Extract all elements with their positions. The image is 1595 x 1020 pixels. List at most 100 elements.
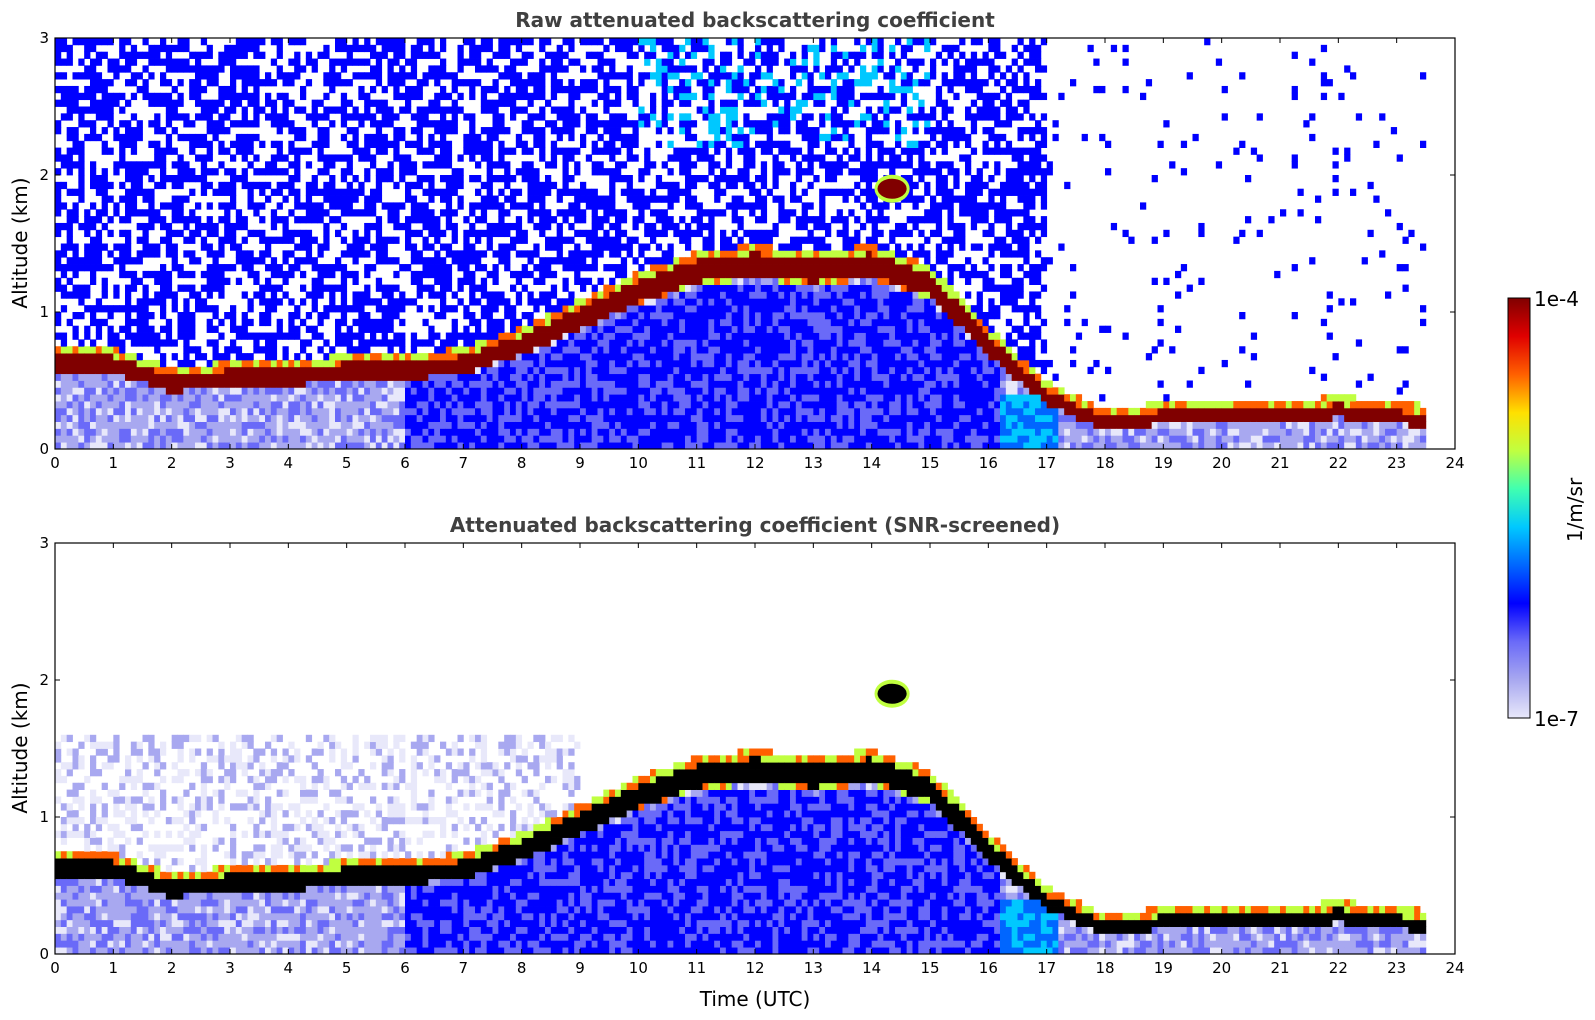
heatmap-cell [644, 277, 651, 285]
heatmap-cell [609, 353, 616, 361]
heatmap-cell [609, 154, 616, 162]
heatmap-cell [603, 92, 610, 101]
heatmap-cell [556, 339, 563, 347]
heatmap-cell [679, 236, 686, 244]
heatmap-cell [95, 229, 103, 238]
heatmap-cell [620, 72, 628, 80]
heatmap-cell [259, 435, 266, 443]
heatmap-cell [457, 65, 464, 73]
heatmap-cell [737, 373, 744, 381]
heatmap-cell [177, 65, 184, 73]
heatmap-cell [615, 209, 622, 217]
heatmap-cell [743, 277, 750, 285]
heatmap-cell [620, 38, 628, 46]
heatmap-cell [329, 270, 336, 279]
heatmap-cell [562, 264, 569, 272]
heatmap-cell [130, 51, 138, 59]
heatmap-cell [428, 175, 435, 183]
heatmap-cell [276, 421, 283, 429]
heatmap-cell [440, 92, 447, 101]
heatmap-cell [714, 188, 721, 196]
heatmap-cell [393, 284, 400, 292]
heatmap-cell [585, 359, 593, 368]
heatmap-cell [574, 264, 581, 272]
heatmap-cell [358, 387, 365, 395]
heatmap-cell [550, 257, 558, 265]
heatmap-cell [620, 209, 628, 217]
heatmap-cell [125, 79, 132, 87]
heatmap-cell [253, 181, 260, 190]
heatmap-cell [480, 147, 488, 155]
heatmap-cell [725, 298, 733, 306]
heatmap-cell [708, 140, 715, 148]
heatmap-cell [230, 346, 237, 354]
heatmap-cell [148, 209, 155, 217]
heatmap-cell [556, 127, 563, 135]
heatmap-cell [486, 58, 493, 66]
heatmap-cell [422, 175, 429, 183]
heatmap-cell [358, 291, 365, 299]
heatmap-cell [469, 407, 476, 416]
heatmap-cell [714, 257, 721, 265]
heatmap-cell [696, 421, 703, 429]
heatmap-cell [282, 366, 289, 375]
heatmap-cell [230, 359, 237, 368]
heatmap-cell [206, 99, 213, 107]
heatmap-cell [90, 277, 97, 285]
heatmap-cell [171, 387, 178, 395]
heatmap-cell [300, 92, 307, 101]
heatmap-cell [84, 120, 91, 128]
heatmap-cell [434, 92, 441, 101]
heatmap-cell [632, 414, 639, 422]
heatmap-cell [346, 140, 353, 148]
heatmap-cell [171, 428, 178, 436]
heatmap-cell [247, 442, 254, 449]
heatmap-cell [626, 318, 633, 327]
heatmap-cell [230, 44, 237, 53]
heatmap-cell [276, 428, 283, 436]
heatmap-cell [702, 346, 709, 354]
heatmap-cell [270, 58, 278, 66]
heatmap-cell [212, 394, 219, 402]
heatmap-cell [661, 120, 668, 128]
heatmap-cell [113, 332, 120, 340]
heatmap-cell [422, 284, 429, 292]
heatmap-cell [486, 99, 493, 107]
heatmap-cell [78, 147, 85, 155]
heatmap-cell [405, 188, 412, 196]
heatmap-cell [685, 270, 692, 279]
heatmap-cell [731, 353, 738, 361]
heatmap-cell [130, 332, 138, 340]
heatmap-cell [527, 339, 534, 347]
heatmap-cell [725, 181, 733, 190]
heatmap-cell [171, 305, 178, 313]
heatmap-cell [457, 366, 464, 375]
heatmap-cell [160, 428, 167, 436]
heatmap-cell [282, 168, 289, 176]
heatmap-cell [574, 298, 581, 306]
heatmap-cell [113, 257, 120, 265]
heatmap-cell [440, 387, 447, 395]
heatmap-cell [125, 243, 132, 251]
heatmap-cell [498, 202, 505, 210]
heatmap-cell [620, 229, 628, 238]
heatmap-cell [591, 284, 598, 292]
heatmap-cell [725, 284, 733, 292]
heatmap-cell [720, 277, 727, 285]
heatmap-cell [492, 421, 499, 429]
heatmap-cell [171, 298, 178, 306]
heatmap-cell [550, 387, 558, 395]
heatmap-cell [434, 127, 441, 135]
heatmap-cell [591, 243, 598, 251]
heatmap-cell [119, 106, 126, 114]
heatmap-cell [95, 298, 103, 306]
heatmap-cell [340, 373, 348, 381]
heatmap-cell [445, 339, 453, 347]
heatmap-cell [539, 264, 546, 272]
heatmap-cell [457, 421, 464, 429]
heatmap-cell [702, 147, 709, 155]
heatmap-cell [148, 161, 155, 169]
heatmap-cell [364, 113, 371, 121]
heatmap-cell [597, 147, 604, 155]
heatmap-cell [620, 264, 628, 272]
